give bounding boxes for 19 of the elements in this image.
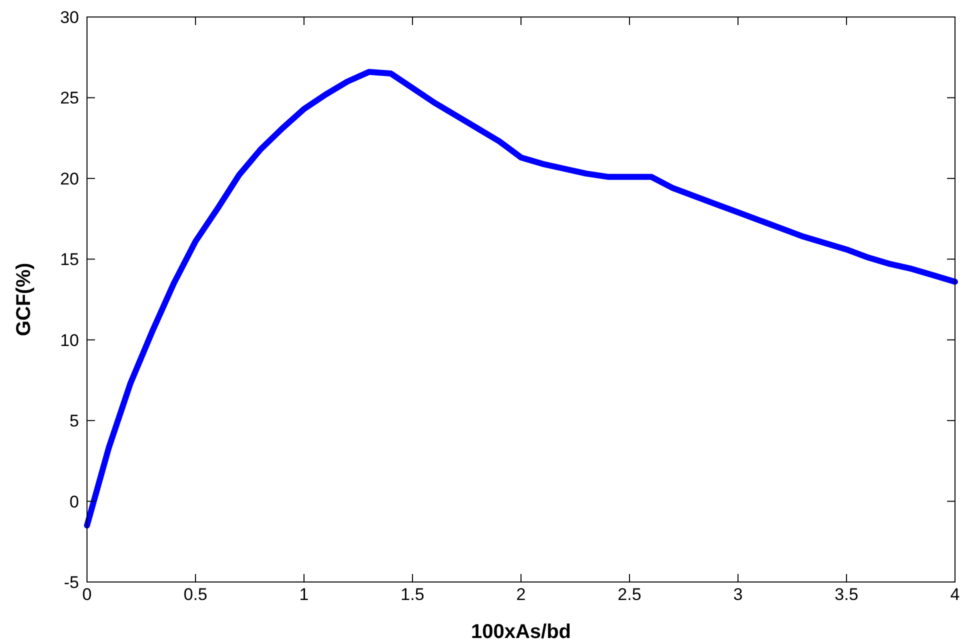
y-tick-label: 5 — [70, 412, 79, 431]
x-tick-label: 3 — [733, 585, 743, 604]
y-axis-title: GCF(%) — [13, 262, 35, 336]
x-tick-label: 2 — [516, 585, 526, 604]
x-axis-title: 100xAs/bd — [470, 621, 572, 643]
y-tick-label: 0 — [70, 492, 79, 512]
y-tick-label: 20 — [60, 169, 79, 188]
x-tick-label: 1.5 — [400, 585, 424, 604]
y-tick-label: 15 — [60, 250, 79, 270]
x-tick-label: 4 — [950, 585, 960, 604]
x-tick-label: 0 — [82, 585, 92, 604]
x-tick-label: 2.5 — [618, 585, 642, 604]
y-tick-label: -5 — [64, 573, 79, 592]
y-tick-label: 25 — [60, 88, 79, 108]
x-tick-label: 3.5 — [834, 585, 858, 604]
x-tick-label: 0.5 — [184, 585, 208, 604]
x-tick-label: 1 — [299, 585, 309, 604]
y-tick-label: 10 — [60, 330, 79, 350]
y-tick-label: 30 — [60, 8, 79, 27]
